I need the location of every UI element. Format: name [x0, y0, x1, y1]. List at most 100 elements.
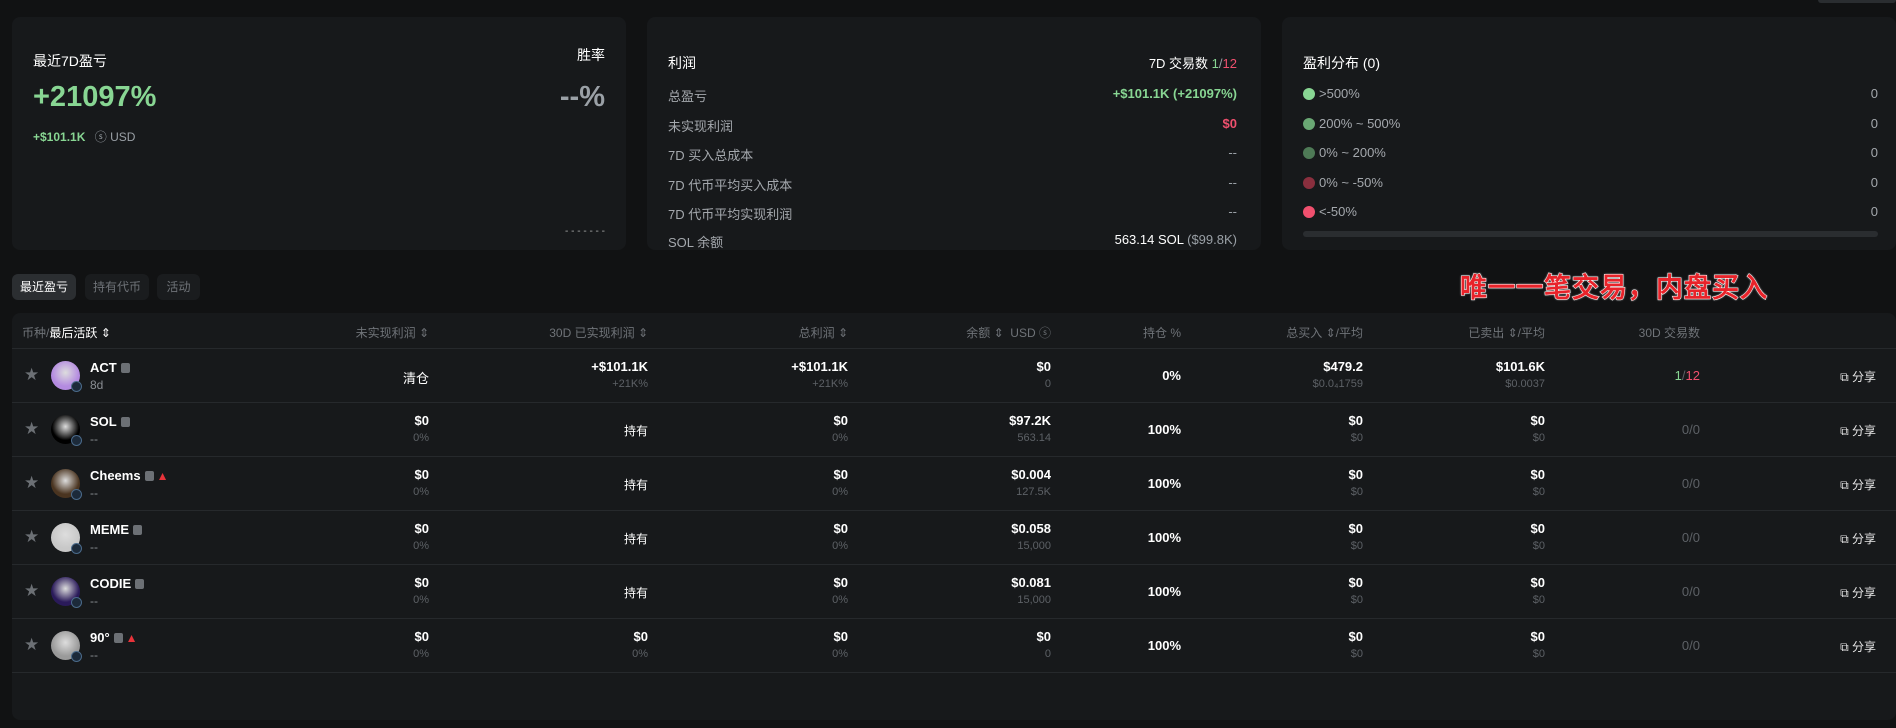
cell-total-value: $0: [833, 629, 848, 644]
header-bought[interactable]: 总买入 ⇕/平均: [1286, 324, 1363, 341]
tx-sep: /: [1689, 584, 1693, 599]
star-icon[interactable]: ★: [24, 365, 40, 384]
sort-icon[interactable]: ⇕: [1325, 326, 1336, 340]
token-name[interactable]: ACT: [90, 360, 117, 375]
profit-distribution-card: 盈利分布 (0) >500% 0 200% ~ 500% 0 0% ~ 200% 0 0% …: [1282, 17, 1896, 250]
cell-buy-sub: $0.0₄1759: [1312, 378, 1363, 390]
star-icon[interactable]: ★: [24, 419, 40, 438]
profit-row-label: 总盈亏: [668, 89, 708, 104]
tx-wins: 1: [1674, 368, 1682, 383]
cell-unreal: $0 0%: [413, 629, 429, 660]
sort-icon[interactable]: ⇕: [100, 326, 111, 340]
table-row[interactable]: ★ Cheems ▲ -- $0 0% 持有 $0 0% $0.004 127.5K 1…: [12, 457, 1896, 511]
profit-row-value: --: [1228, 174, 1237, 190]
copy-icon[interactable]: [120, 363, 130, 373]
header-balance[interactable]: 余额 ⇕ USD ⓢ: [966, 324, 1051, 341]
profit-row: 总盈亏 +$101.1K (+21097%): [668, 86, 1237, 105]
copy-icon[interactable]: [144, 471, 154, 481]
header-coin-group: 币种/最后活跃 ⇕: [22, 324, 111, 341]
cell-tx: 0/0: [1682, 476, 1700, 491]
pnl-card: 最近7D盈亏 +21097% +$101.1K ⓢ USD 胜率 --% - -…: [12, 17, 626, 250]
sort-icon[interactable]: ⇕: [993, 326, 1004, 340]
star-icon[interactable]: ★: [24, 527, 40, 546]
token-name[interactable]: CODIE: [90, 576, 132, 591]
token-name[interactable]: Cheems: [90, 468, 141, 483]
share-label: 分享: [1851, 424, 1876, 438]
distribution-item: 0% ~ -50% 0: [1303, 175, 1878, 190]
table-row[interactable]: ★ MEME -- $0 0% 持有 $0 0% $0.058 15,000 100%…: [12, 511, 1896, 565]
token-name[interactable]: SOL: [90, 414, 117, 429]
solana-chain-icon: [71, 435, 82, 446]
share-button[interactable]: ⧉ 分享: [1840, 584, 1876, 601]
cell-bal: $0.058 15,000: [1011, 521, 1051, 552]
distribution-item: 0% ~ 200% 0: [1303, 145, 1878, 160]
tab-2[interactable]: 活动: [157, 274, 200, 300]
star-icon[interactable]: ★: [24, 473, 40, 492]
external-link-icon: ⧉: [1840, 478, 1849, 492]
header-last-active[interactable]: 最后活跃: [49, 326, 98, 340]
share-label: 分享: [1851, 478, 1876, 492]
share-button[interactable]: ⧉ 分享: [1840, 476, 1876, 493]
copy-icon[interactable]: [135, 579, 145, 589]
share-button[interactable]: ⧉ 分享: [1840, 638, 1876, 655]
currency-icon[interactable]: ⓢ: [1038, 326, 1051, 340]
header-unrealized-label: 未实现利润: [355, 326, 416, 340]
sort-icon[interactable]: ⇕: [1507, 326, 1518, 340]
tx-wins: 0: [1681, 530, 1690, 545]
cell-sell-sub: $0.0037: [1505, 378, 1545, 390]
share-button[interactable]: ⧉ 分享: [1840, 422, 1876, 439]
sol-balance-usd: ($99.8K): [1187, 232, 1237, 247]
range-dot-icon: [1303, 88, 1315, 100]
token-name[interactable]: MEME: [90, 522, 129, 537]
cell-unreal-value: $0: [414, 629, 429, 644]
solana-chain-icon: [71, 543, 82, 554]
range-dot-icon: [1303, 206, 1315, 218]
tx-win: 1: [1211, 56, 1219, 71]
copy-icon[interactable]: [113, 633, 123, 643]
share-button[interactable]: ⧉ 分享: [1840, 530, 1876, 547]
pnl-title: 最近7D盈亏: [33, 53, 107, 69]
cell-bal: $0 0: [1037, 629, 1051, 660]
table-row[interactable]: ★ SOL -- $0 0% 持有 $0 0% $97.2K 563.14 100% …: [12, 403, 1896, 457]
profit-row-value: $0: [1222, 115, 1237, 131]
top-toggle[interactable]: [1818, 0, 1896, 3]
star-icon[interactable]: ★: [24, 635, 40, 654]
sort-icon[interactable]: ⇕: [837, 326, 848, 340]
cell-real: $0 0%: [632, 629, 648, 660]
cell-total: $0 0%: [832, 413, 848, 444]
external-link-icon: ⧉: [1840, 424, 1849, 438]
cell-total-value: $0: [833, 575, 848, 590]
token-name-group: Cheems ▲: [90, 468, 168, 483]
star-icon[interactable]: ★: [24, 581, 40, 600]
profit-row-label: 7D 代币平均实现利润: [668, 207, 793, 222]
copy-icon[interactable]: [120, 417, 130, 427]
share-button[interactable]: ⧉ 分享: [1840, 368, 1876, 385]
table-row[interactable]: ★ 90° ▲ -- $0 0% $0 0% $0 0% $0 0 100% $0 $0 $…: [12, 619, 1896, 673]
token-name-group: CODIE: [90, 576, 145, 591]
token-name[interactable]: 90°: [90, 630, 110, 645]
currency-toggle-icon[interactable]: ⓢ: [94, 130, 107, 144]
tx-wins: 0: [1681, 584, 1690, 599]
cell-buy-value: $0: [1348, 575, 1363, 590]
sort-icon[interactable]: ⇕: [418, 326, 429, 340]
tab-0[interactable]: 最近盈亏: [12, 274, 76, 300]
profit-row: 7D 代币平均实现利润 --: [668, 204, 1237, 223]
cell-bal-sub: 0: [1044, 378, 1051, 390]
distribution-item: 200% ~ 500% 0: [1303, 116, 1878, 131]
sort-icon[interactable]: ⇕: [637, 326, 648, 340]
header-unrealized[interactable]: 未实现利润 ⇕: [356, 324, 429, 341]
cell-buy-sub: $0: [1350, 594, 1363, 606]
header-sold[interactable]: 已卖出 ⇕/平均: [1468, 324, 1545, 341]
distribution-item: <-50% 0: [1303, 204, 1878, 219]
copy-icon[interactable]: [133, 525, 142, 535]
cell-real-value: 持有: [623, 532, 648, 546]
range-label: >500%: [1319, 86, 1360, 101]
table-row[interactable]: ★ ACT 8d 清仓 +$101.1K +21K% +$101.1K +21K% …: [12, 349, 1896, 403]
profit-row: 7D 代币平均买入成本 --: [668, 175, 1237, 194]
header-total[interactable]: 总利润 ⇕: [799, 324, 848, 341]
cell-tx: 0/0: [1682, 584, 1700, 599]
tab-1[interactable]: 持有代币: [85, 274, 149, 300]
cell-real-value: $0: [633, 629, 648, 644]
table-row[interactable]: ★ CODIE -- $0 0% 持有 $0 0% $0.081 15,000 100…: [12, 565, 1896, 619]
header-realized[interactable]: 30D 已实现利润 ⇕: [549, 324, 648, 341]
